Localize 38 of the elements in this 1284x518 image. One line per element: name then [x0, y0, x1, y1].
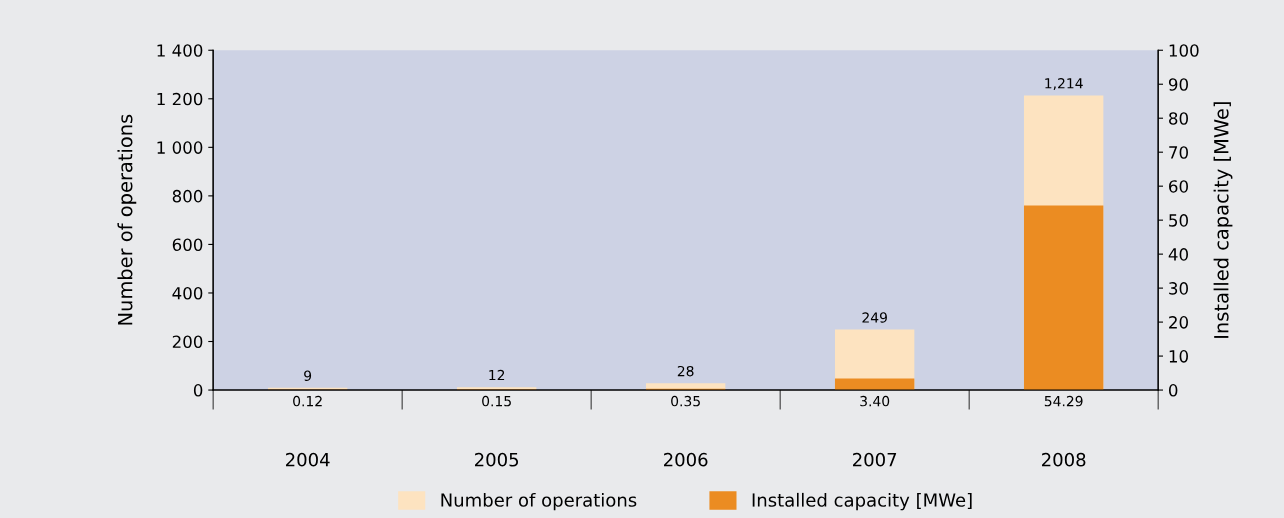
- data-label: 249: [862, 312, 887, 323]
- y-tick-label: 200: [172, 335, 203, 349]
- y-axis-title: Number of operations: [117, 114, 137, 325]
- y-tick-label: 1 000: [157, 141, 203, 154]
- y-tick-label: 1 200: [157, 92, 203, 106]
- y-tick-label: 800: [172, 189, 203, 203]
- data-label: 54.29: [1044, 395, 1083, 407]
- data-label: 12: [489, 369, 505, 381]
- data-label: 0.15: [482, 395, 511, 407]
- data-label: 28: [677, 365, 694, 377]
- y-tick-label: 400: [172, 286, 203, 300]
- y2-tick-label: 60: [1169, 180, 1188, 193]
- x-tick-label: 2004: [285, 452, 330, 467]
- x-tick-label: 2005: [475, 452, 519, 467]
- y2-tick-label: 100: [1169, 44, 1199, 57]
- legend-label: Installed capacity [MWe]: [752, 492, 972, 511]
- y2-tick-label: 90: [1168, 78, 1188, 91]
- y2-tick-label: 40: [1168, 248, 1188, 261]
- y2-tick-label: 20: [1169, 316, 1188, 329]
- x-tick-label: 2007: [853, 452, 897, 467]
- y2-tick-label: 50: [1169, 214, 1188, 227]
- data-label: 9: [304, 370, 312, 382]
- y-tick-label: 600: [172, 238, 203, 251]
- y2-tick-label: 10: [1169, 350, 1188, 363]
- y-tick-label: 1 400: [157, 44, 203, 57]
- y2-tick-label: 80: [1169, 112, 1188, 125]
- y2-tick-label: 30: [1169, 282, 1188, 295]
- y-tick-label: 0: [193, 384, 203, 397]
- data-label: 3.40: [860, 395, 890, 407]
- legend-label: Number of operations: [441, 492, 637, 511]
- y2-tick-label: 70: [1169, 146, 1188, 159]
- data-label: 0.35: [671, 395, 700, 407]
- y2-tick-label: 0: [1168, 384, 1178, 397]
- data-label: 1,214: [1045, 78, 1083, 90]
- data-label: 0.12: [293, 395, 322, 407]
- x-tick-label: 2008: [1042, 452, 1086, 467]
- x-tick-label: 2006: [664, 452, 708, 467]
- y2-axis-title: Installed capacity [MWe]: [1213, 102, 1233, 338]
